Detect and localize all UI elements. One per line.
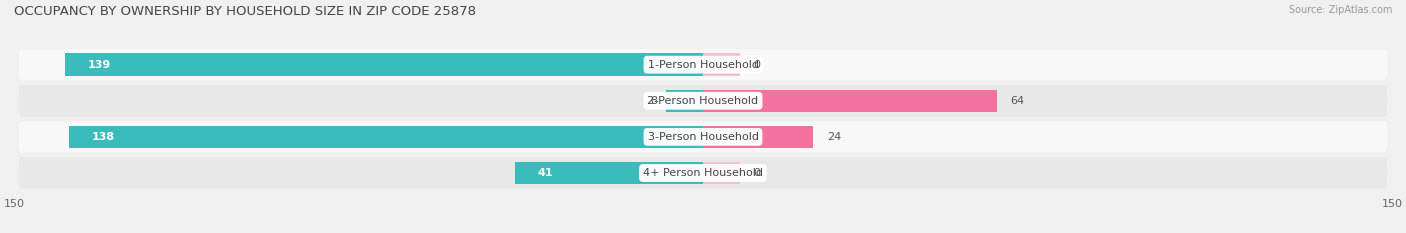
Text: 2-Person Household: 2-Person Household [647,96,759,106]
Bar [65,53,703,76]
Text: 41: 41 [537,168,554,178]
Text: 1-Person Household: 1-Person Household [648,60,758,70]
Text: 0: 0 [754,168,761,178]
Bar [703,89,997,112]
Text: 139: 139 [87,60,111,70]
Text: Source: ZipAtlas.com: Source: ZipAtlas.com [1288,5,1392,15]
FancyBboxPatch shape [18,49,1388,80]
FancyBboxPatch shape [18,158,1388,188]
Text: 24: 24 [827,132,841,142]
FancyBboxPatch shape [18,121,1388,152]
Text: 3-Person Household: 3-Person Household [648,132,758,142]
FancyBboxPatch shape [18,85,1388,116]
Text: 138: 138 [93,132,115,142]
Text: 0: 0 [754,60,761,70]
Bar [703,53,740,76]
Text: OCCUPANCY BY OWNERSHIP BY HOUSEHOLD SIZE IN ZIP CODE 25878: OCCUPANCY BY OWNERSHIP BY HOUSEHOLD SIZE… [14,5,477,18]
Bar [515,162,703,184]
Bar [69,126,703,148]
Text: 64: 64 [1011,96,1025,106]
Text: 4+ Person Household: 4+ Person Household [643,168,763,178]
Text: 8: 8 [650,96,657,106]
Bar [666,89,703,112]
Bar [703,162,740,184]
Bar [703,126,813,148]
